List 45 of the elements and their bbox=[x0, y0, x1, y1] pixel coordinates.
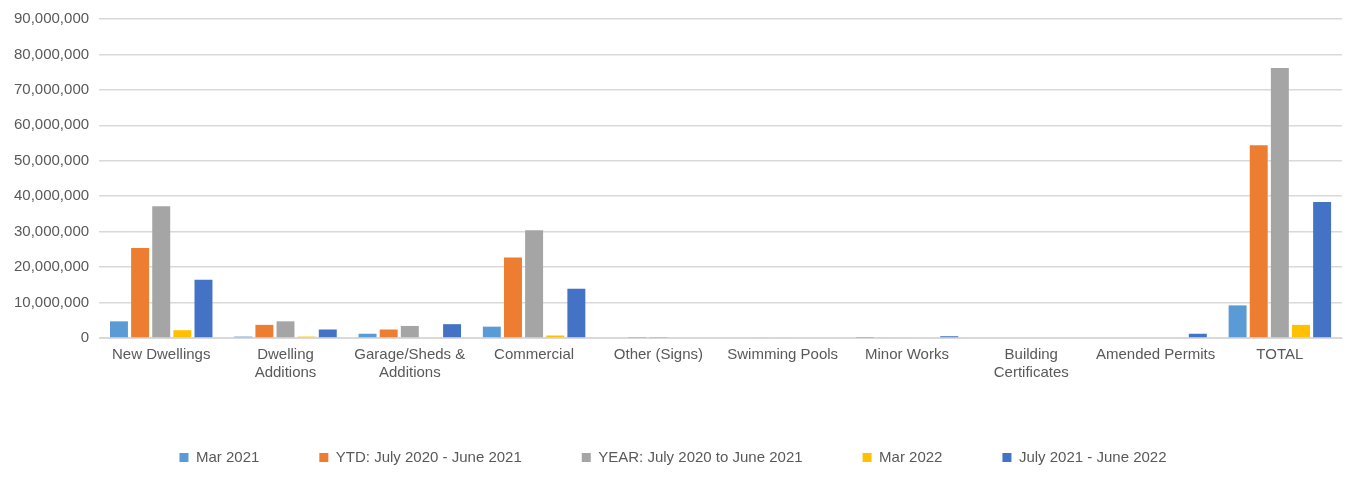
x-tick-label: Amended Permits bbox=[1095, 345, 1216, 363]
bar bbox=[152, 206, 171, 338]
x-tick-label: Garage/Sheds & Additions bbox=[354, 345, 466, 381]
bar bbox=[503, 257, 522, 338]
y-tick-label: 0 bbox=[80, 328, 90, 346]
y-tick-label: 80,000,000 bbox=[14, 44, 90, 62]
y-tick-label: 60,000,000 bbox=[14, 115, 90, 133]
x-tick-label: Swimming Pools bbox=[727, 345, 839, 363]
legend-label: YEAR: July 2020 to June 2021 bbox=[598, 447, 803, 465]
bar bbox=[525, 230, 544, 338]
bar bbox=[276, 321, 295, 338]
y-tick-label: 10,000,000 bbox=[14, 292, 90, 310]
bar bbox=[567, 288, 586, 338]
legend-label: Mar 2022 bbox=[879, 447, 943, 465]
bar bbox=[1249, 145, 1268, 338]
legend-label: YTD: July 2020 - June 2021 bbox=[335, 447, 522, 465]
bar bbox=[482, 326, 501, 338]
y-tick-label: 50,000,000 bbox=[14, 150, 90, 168]
bar bbox=[109, 321, 128, 338]
bar bbox=[194, 279, 213, 338]
bar bbox=[173, 330, 192, 338]
x-tick-label: Other (Signs) bbox=[613, 345, 703, 363]
x-tick-label: Commercial bbox=[494, 345, 575, 363]
bar bbox=[131, 247, 150, 338]
bar bbox=[1270, 67, 1289, 338]
legend-label: July 2021 - June 2022 bbox=[1018, 447, 1167, 465]
y-tick-label: 70,000,000 bbox=[14, 80, 90, 98]
y-tick-label: 30,000,000 bbox=[14, 221, 90, 239]
bar bbox=[443, 324, 462, 338]
bar bbox=[400, 325, 419, 338]
legend-label: Mar 2021 bbox=[195, 447, 260, 465]
x-tick-label: TOTAL bbox=[1256, 345, 1304, 363]
x-tick-label: Minor Works bbox=[865, 345, 949, 363]
bar bbox=[1228, 305, 1247, 338]
x-tick-label: New Dwellings bbox=[112, 345, 211, 363]
x-tick-label: Building Certificates bbox=[993, 345, 1069, 381]
y-tick-label: 90,000,000 bbox=[14, 9, 90, 27]
y-tick-label: 40,000,000 bbox=[14, 186, 90, 204]
bar bbox=[255, 324, 274, 338]
bar bbox=[318, 329, 337, 338]
y-tick-label: 20,000,000 bbox=[14, 257, 90, 275]
bar bbox=[1292, 324, 1310, 338]
bar bbox=[379, 329, 398, 338]
x-tick-label: Dwelling Additions bbox=[254, 345, 317, 381]
bar bbox=[1313, 201, 1332, 338]
